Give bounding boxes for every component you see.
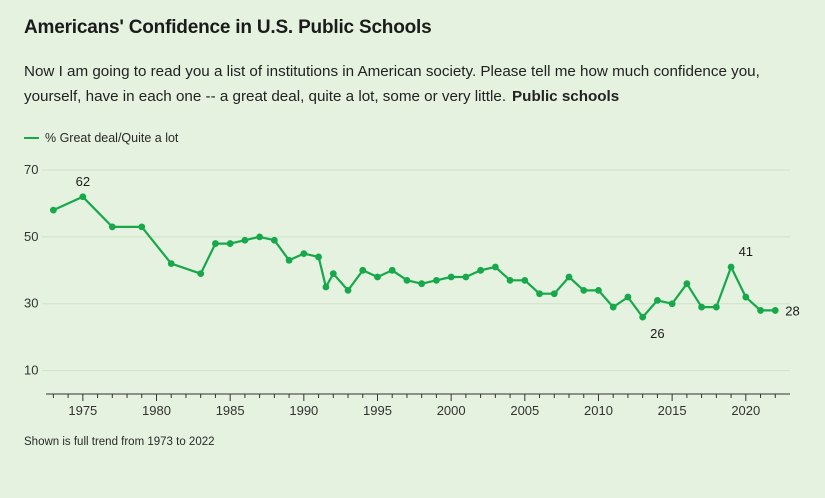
data-point — [433, 276, 440, 284]
data-point — [403, 276, 411, 284]
data-point — [580, 286, 588, 294]
data-point — [609, 303, 617, 311]
x-tick-label: 1975 — [68, 403, 97, 418]
x-tick-label: 1990 — [289, 403, 318, 418]
data-point — [668, 300, 676, 308]
data-point — [565, 273, 573, 281]
x-tick-label: 1980 — [142, 403, 171, 418]
data-point — [757, 307, 764, 314]
y-tick-label: 70 — [24, 162, 38, 177]
data-point — [712, 303, 720, 311]
data-point — [300, 250, 308, 257]
data-point — [506, 276, 514, 284]
data-point — [462, 273, 470, 281]
legend-label: % Great deal/Quite a lot — [45, 131, 179, 145]
x-tick-label: 2010 — [584, 403, 613, 418]
data-point — [322, 283, 330, 291]
data-point — [521, 276, 529, 284]
x-tick-label: 2015 — [658, 403, 687, 418]
y-tick-label: 30 — [24, 296, 38, 311]
question-emphasis: Public schools — [512, 88, 620, 105]
series-group — [49, 193, 779, 321]
data-point — [477, 266, 485, 274]
data-label: 26 — [650, 326, 664, 341]
data-point — [683, 280, 691, 288]
data-point — [595, 286, 602, 294]
data-point — [256, 233, 264, 241]
data-point — [491, 263, 499, 271]
data-point — [241, 236, 249, 244]
data-point — [698, 303, 706, 311]
data-point — [226, 240, 234, 247]
question-body: Now I am going to read you a list of ins… — [24, 63, 760, 105]
data-point — [536, 290, 543, 298]
data-point — [742, 293, 750, 301]
footnote: Shown is full trend from 1973 to 2022 — [24, 436, 215, 448]
grid-lines — [42, 169, 790, 372]
data-point — [447, 273, 455, 281]
y-tick-label: 50 — [24, 229, 38, 244]
data-point — [418, 280, 426, 288]
data-point — [315, 253, 322, 261]
data-point — [374, 273, 381, 281]
x-tick-label: 2020 — [731, 403, 760, 418]
data-point — [727, 263, 735, 271]
data-label: 28 — [785, 303, 799, 318]
data-labels: 62 26 41 28 — [76, 174, 800, 341]
y-tick-label: 10 — [24, 363, 38, 378]
x-axis: 1975 1980 1985 1990 1995 2000 2005 2010 2015 2020 — [46, 393, 790, 418]
data-point — [49, 206, 57, 214]
data-point — [771, 307, 779, 314]
data-point — [388, 266, 396, 274]
data-point — [344, 286, 352, 294]
data-point — [654, 297, 661, 304]
data-point — [108, 223, 116, 231]
data-label: 41 — [739, 244, 753, 259]
data-point — [624, 293, 632, 301]
question-text: Now I am going to read you a list of ins… — [24, 59, 814, 109]
x-tick-label: 1985 — [216, 403, 245, 418]
x-tick-label: 2005 — [510, 403, 539, 418]
data-point — [359, 266, 367, 274]
data-point — [329, 270, 337, 278]
data-point — [639, 313, 647, 321]
series-line — [52, 195, 776, 319]
data-label: 62 — [76, 174, 90, 189]
data-point — [197, 270, 205, 278]
x-tick-label: 1995 — [363, 403, 392, 418]
legend-swatch — [24, 137, 39, 139]
data-point — [212, 240, 219, 247]
y-axis-ticks: 10 30 50 70 — [24, 162, 38, 378]
data-point — [138, 223, 146, 231]
x-tick-label: 2000 — [437, 403, 466, 418]
data-point — [79, 193, 87, 201]
legend: % Great deal/Quite a lot — [24, 131, 178, 145]
data-point — [550, 290, 558, 298]
data-point — [270, 236, 278, 244]
data-point — [167, 260, 175, 268]
chart-title: Americans' Confidence in U.S. Public Sch… — [24, 17, 432, 38]
data-point — [285, 256, 293, 264]
